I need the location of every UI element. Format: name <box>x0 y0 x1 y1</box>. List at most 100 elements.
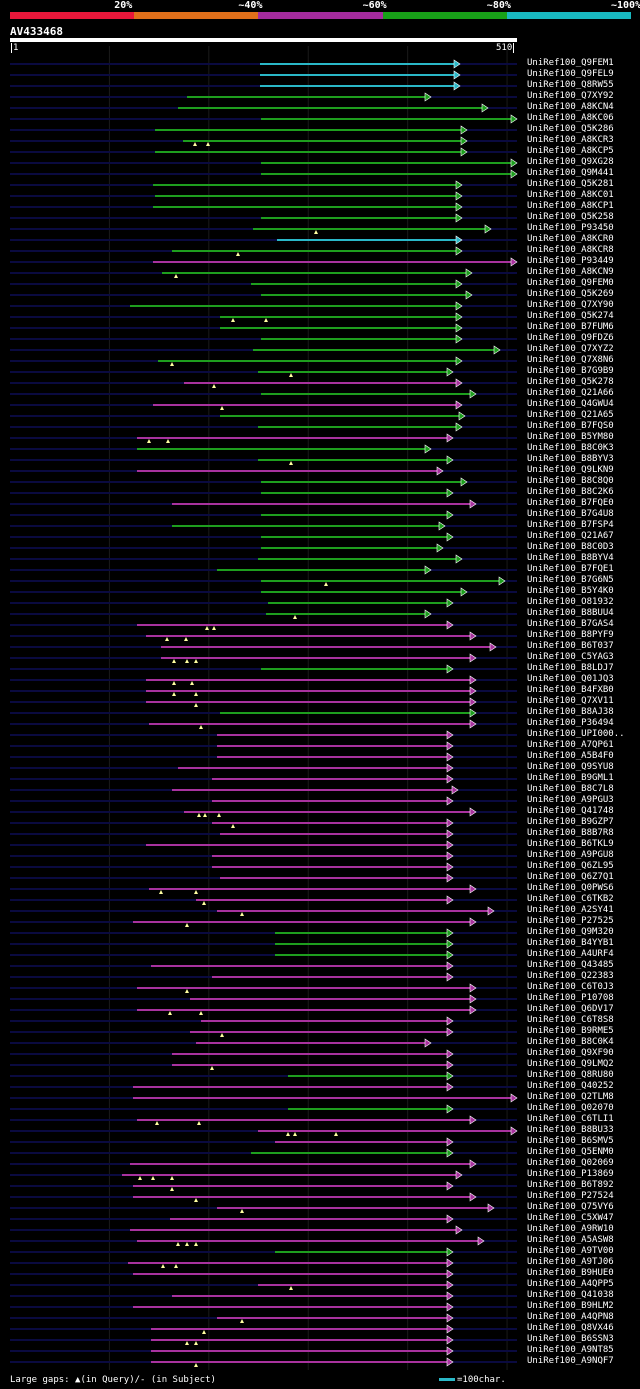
hit-alignment-bar[interactable] <box>268 602 448 604</box>
hit-label[interactable]: UniRef100_Q02069 <box>527 1158 614 1168</box>
hit-alignment-bar[interactable] <box>217 745 448 747</box>
hit-alignment-bar[interactable] <box>137 1240 479 1242</box>
hit-alignment-bar[interactable] <box>261 393 471 395</box>
hit-label[interactable]: UniRef100_Q6DV17 <box>527 1004 614 1014</box>
hit-alignment-bar[interactable] <box>261 294 467 296</box>
hit-label[interactable]: UniRef100_P93450 <box>527 223 614 233</box>
hit-alignment-bar[interactable] <box>133 1196 471 1198</box>
hit-alignment-bar[interactable] <box>261 536 448 538</box>
hit-label[interactable]: UniRef100_C6TLI1 <box>527 1114 614 1124</box>
hit-label[interactable]: UniRef100_B4YYB1 <box>527 938 614 948</box>
hit-label[interactable]: UniRef100_B6SMV5 <box>527 1136 614 1146</box>
hit-alignment-bar[interactable] <box>172 1053 448 1055</box>
hit-alignment-bar[interactable] <box>133 1273 448 1275</box>
hit-label[interactable]: UniRef100_B8C7L8 <box>527 784 614 794</box>
hit-alignment-bar[interactable] <box>190 998 471 1000</box>
hit-alignment-bar[interactable] <box>153 206 457 208</box>
hit-label[interactable]: UniRef100_A8KCP1 <box>527 201 614 211</box>
hit-label[interactable]: UniRef100_Q5ENM0 <box>527 1147 614 1157</box>
hit-label[interactable]: UniRef100_Q22383 <box>527 971 614 981</box>
hit-label[interactable]: UniRef100_Q5K278 <box>527 377 614 387</box>
hit-alignment-bar[interactable] <box>137 470 438 472</box>
hit-alignment-bar[interactable] <box>133 1185 448 1187</box>
hit-alignment-bar[interactable] <box>260 74 455 76</box>
hit-label[interactable]: UniRef100_A8KC06 <box>527 113 614 123</box>
hit-label[interactable]: UniRef100_B7G4U8 <box>527 509 614 519</box>
hit-alignment-bar[interactable] <box>170 1218 448 1220</box>
hit-alignment-bar[interactable] <box>212 866 448 868</box>
hit-alignment-bar[interactable] <box>275 932 448 934</box>
hit-label[interactable]: UniRef100_C6T0J3 <box>527 982 614 992</box>
hit-alignment-bar[interactable] <box>183 140 462 142</box>
hit-alignment-bar[interactable] <box>220 712 471 714</box>
hit-label[interactable]: UniRef100_Q7XYZ2 <box>527 344 614 354</box>
hit-label[interactable]: UniRef100_Q8VX46 <box>527 1323 614 1333</box>
hit-alignment-bar[interactable] <box>217 910 489 912</box>
hit-alignment-bar[interactable] <box>258 426 457 428</box>
hit-label[interactable]: UniRef100_Q43485 <box>527 960 614 970</box>
hit-alignment-bar[interactable] <box>146 635 471 637</box>
hit-alignment-bar[interactable] <box>172 250 457 252</box>
hit-alignment-bar[interactable] <box>137 1009 471 1011</box>
hit-label[interactable]: UniRef100_B8BUU4 <box>527 608 614 618</box>
hit-alignment-bar[interactable] <box>172 1295 448 1297</box>
hit-alignment-bar[interactable] <box>261 173 512 175</box>
hit-alignment-bar[interactable] <box>217 734 448 736</box>
hit-alignment-bar[interactable] <box>275 1251 448 1253</box>
hit-alignment-bar[interactable] <box>261 591 462 593</box>
hit-alignment-bar[interactable] <box>122 1174 457 1176</box>
hit-label[interactable]: UniRef100_A9PGU3 <box>527 795 614 805</box>
hit-alignment-bar[interactable] <box>155 129 462 131</box>
hit-label[interactable]: UniRef100_Q75VY6 <box>527 1202 614 1212</box>
hit-label[interactable]: UniRef100_B8BYV4 <box>527 553 614 563</box>
hit-alignment-bar[interactable] <box>196 1042 426 1044</box>
hit-label[interactable]: UniRef100_Q21A65 <box>527 410 614 420</box>
hit-label[interactable]: UniRef100_B8BU33 <box>527 1125 614 1135</box>
hit-alignment-bar[interactable] <box>158 360 457 362</box>
hit-alignment-bar[interactable] <box>151 1361 448 1363</box>
hit-alignment-bar[interactable] <box>261 118 512 120</box>
hit-alignment-bar[interactable] <box>172 525 440 527</box>
hit-label[interactable]: UniRef100_C6T8S8 <box>527 1015 614 1025</box>
hit-alignment-bar[interactable] <box>260 63 455 65</box>
hit-label[interactable]: UniRef100_B5Y4K0 <box>527 586 614 596</box>
hit-label[interactable]: UniRef100_B7FUM6 <box>527 322 614 332</box>
hit-alignment-bar[interactable] <box>217 569 426 571</box>
hit-alignment-bar[interactable] <box>146 679 471 681</box>
hit-label[interactable]: UniRef100_UPI000.. <box>527 729 625 739</box>
hit-alignment-bar[interactable] <box>212 800 448 802</box>
hit-alignment-bar[interactable] <box>261 547 438 549</box>
hit-label[interactable]: UniRef100_Q6Z7Q1 <box>527 872 614 882</box>
hit-label[interactable]: UniRef100_Q8RU80 <box>527 1070 614 1080</box>
hit-alignment-bar[interactable] <box>261 514 448 516</box>
hit-alignment-bar[interactable] <box>137 1119 471 1121</box>
hit-label[interactable]: UniRef100_A8KCR0 <box>527 234 614 244</box>
hit-label[interactable]: UniRef100_B9GML1 <box>527 773 614 783</box>
hit-alignment-bar[interactable] <box>137 624 448 626</box>
hit-alignment-bar[interactable] <box>196 899 448 901</box>
hit-alignment-bar[interactable] <box>261 162 512 164</box>
hit-label[interactable]: UniRef100_A8KCR8 <box>527 245 614 255</box>
hit-label[interactable]: UniRef100_A4QPN8 <box>527 1312 614 1322</box>
hit-alignment-bar[interactable] <box>187 96 426 98</box>
hit-alignment-bar[interactable] <box>155 151 462 153</box>
hit-label[interactable]: UniRef100_Q6ZL95 <box>527 861 614 871</box>
hit-label[interactable]: UniRef100_B7FSP4 <box>527 520 614 530</box>
hit-alignment-bar[interactable] <box>146 690 471 692</box>
hit-alignment-bar[interactable] <box>151 1328 448 1330</box>
hit-label[interactable]: UniRef100_B8C8Q0 <box>527 476 614 486</box>
hit-label[interactable]: UniRef100_A8KC01 <box>527 190 614 200</box>
hit-alignment-bar[interactable] <box>146 844 448 846</box>
hit-label[interactable]: UniRef100_A7QP61 <box>527 740 614 750</box>
hit-label[interactable]: UniRef100_A9TJ06 <box>527 1257 614 1267</box>
hit-label[interactable]: UniRef100_Q9LMQ2 <box>527 1059 614 1069</box>
hit-alignment-bar[interactable] <box>275 954 448 956</box>
hit-alignment-bar[interactable] <box>275 943 448 945</box>
hit-alignment-bar[interactable] <box>133 1306 448 1308</box>
hit-label[interactable]: UniRef100_Q2TLM8 <box>527 1092 614 1102</box>
hit-label[interactable]: UniRef100_A8KCN9 <box>527 267 614 277</box>
hit-alignment-bar[interactable] <box>251 1152 448 1154</box>
hit-alignment-bar[interactable] <box>153 261 512 263</box>
hit-label[interactable]: UniRef100_A9TV00 <box>527 1246 614 1256</box>
hit-alignment-bar[interactable] <box>258 1130 512 1132</box>
